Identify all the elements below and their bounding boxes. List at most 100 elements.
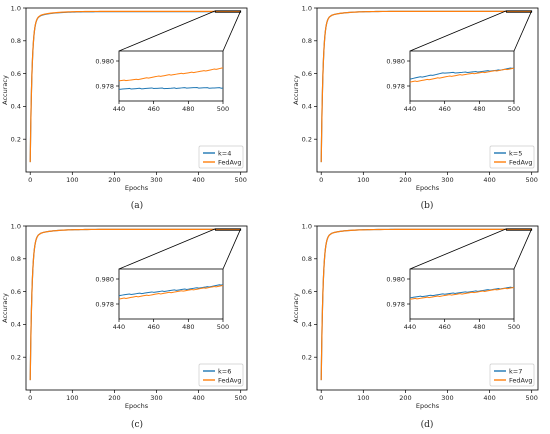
inset-x-tick-label: 480 xyxy=(473,323,485,331)
x-tick-label: 0 xyxy=(28,394,32,402)
inset-x-tick-label: 460 xyxy=(438,323,450,331)
inset-x-tick-label: 460 xyxy=(147,323,159,331)
axes-frame xyxy=(25,225,248,391)
inset-series-line-fedavg xyxy=(409,67,515,83)
x-tick-label: 400 xyxy=(483,394,495,402)
legend-label: FedAvg xyxy=(509,376,533,384)
legend-label: FedAvg xyxy=(218,376,242,384)
y-tick-label: 1.0 xyxy=(11,4,21,12)
series-line-fedavg xyxy=(29,228,241,381)
x-tick-label: 300 xyxy=(150,176,162,184)
x-tick-label: 300 xyxy=(441,176,453,184)
chart-panel-1: 0 100 200 300 400 500 0.2 0.4 0.6 0.8 1.0 Epochs Acc… xyxy=(1,4,248,211)
inset-x-tick-label: 500 xyxy=(508,323,520,331)
x-tick-label: 0 xyxy=(319,394,323,402)
inset-x-tick-label: 440 xyxy=(113,323,125,331)
inset-x-tick-label: 480 xyxy=(182,105,194,113)
y-axis-label: Accuracy xyxy=(292,75,300,105)
axes-frame xyxy=(25,7,248,173)
x-axis-label: Epochs xyxy=(125,184,149,192)
inset-y-tick-label: 0.980 xyxy=(95,57,114,65)
subfigure-caption: (c) xyxy=(131,419,143,430)
x-tick-label: 400 xyxy=(192,394,204,402)
inset-x-tick-label: 480 xyxy=(473,105,485,113)
y-tick-label: 0.8 xyxy=(302,255,312,263)
zoom-connector-line xyxy=(409,228,507,270)
inset-series-line-k-6 xyxy=(118,284,224,297)
x-tick-label: 0 xyxy=(28,176,32,184)
x-tick-label: 200 xyxy=(108,176,120,184)
inset-x-tick-label: 440 xyxy=(404,323,416,331)
x-axis-label: Epochs xyxy=(416,184,440,192)
inset-series-line-k-5 xyxy=(409,67,515,80)
y-tick-label: 0.6 xyxy=(302,288,312,296)
y-axis-label: Accuracy xyxy=(1,293,9,323)
zoom-connector-line xyxy=(513,228,533,270)
legend-label: k=7 xyxy=(509,367,522,375)
y-tick-label: 0.2 xyxy=(302,354,312,362)
inset-x-tick-label: 460 xyxy=(147,105,159,113)
y-tick-label: 0.4 xyxy=(302,103,312,111)
x-tick-label: 500 xyxy=(525,176,537,184)
x-tick-label: 100 xyxy=(357,176,369,184)
zoom-connector-line xyxy=(118,228,216,270)
y-tick-label: 0.8 xyxy=(302,37,312,45)
axes-frame xyxy=(316,7,539,173)
x-tick-label: 0 xyxy=(319,176,323,184)
zoom-connector-line xyxy=(513,10,533,52)
inset-y-tick-label: 0.978 xyxy=(386,300,405,308)
legend-label: FedAvg xyxy=(218,158,242,166)
chart-panel-4: 0 100 200 300 400 500 0.2 0.4 0.6 0.8 1.0 Epochs Acc… xyxy=(292,222,539,430)
inset-y-tick-label: 0.978 xyxy=(95,82,114,90)
y-tick-label: 1.0 xyxy=(302,222,312,230)
inset-x-tick-label: 480 xyxy=(182,323,194,331)
series-line-fedavg xyxy=(29,10,241,163)
inset-x-tick-label: 460 xyxy=(438,105,450,113)
inset-series-line-fedavg xyxy=(118,67,224,82)
zoom-connector-line xyxy=(118,10,216,52)
y-tick-label: 1.0 xyxy=(302,4,312,12)
y-tick-label: 1.0 xyxy=(11,222,21,230)
inset-x-tick-label: 500 xyxy=(508,105,520,113)
y-tick-label: 0.2 xyxy=(302,136,312,144)
zoom-connector-line xyxy=(222,10,242,52)
x-tick-label: 500 xyxy=(234,394,246,402)
y-tick-label: 0.4 xyxy=(11,321,21,329)
inset-x-tick-label: 500 xyxy=(217,323,229,331)
subfigure-caption: (b) xyxy=(421,200,434,211)
inset-x-tick-label: 500 xyxy=(217,105,229,113)
x-tick-label: 300 xyxy=(150,394,162,402)
x-tick-label: 400 xyxy=(483,176,495,184)
y-axis-label: Accuracy xyxy=(1,75,9,105)
zoom-connector-line xyxy=(409,10,507,52)
inset-y-tick-label: 0.978 xyxy=(386,82,405,90)
x-tick-label: 100 xyxy=(357,394,369,402)
series-line-fedavg xyxy=(320,10,532,163)
y-tick-label: 0.6 xyxy=(11,70,21,78)
inset-x-tick-label: 440 xyxy=(404,105,416,113)
x-tick-label: 400 xyxy=(192,176,204,184)
y-tick-label: 0.4 xyxy=(302,321,312,329)
x-tick-label: 100 xyxy=(66,176,78,184)
legend-label: k=6 xyxy=(218,367,231,375)
inset-y-tick-label: 0.978 xyxy=(95,300,114,308)
x-tick-label: 300 xyxy=(441,394,453,402)
x-tick-label: 200 xyxy=(399,176,411,184)
y-tick-label: 0.6 xyxy=(302,70,312,78)
y-axis-label: Accuracy xyxy=(292,293,300,323)
x-axis-label: Epochs xyxy=(125,402,149,410)
inset-series-line-fedavg xyxy=(409,287,515,300)
inset-y-tick-label: 0.980 xyxy=(386,57,405,65)
y-tick-label: 0.4 xyxy=(11,103,21,111)
inset-y-tick-label: 0.980 xyxy=(386,275,405,283)
chart-panel-3: 0 100 200 300 400 500 0.2 0.4 0.6 0.8 1.0 Epochs Acc… xyxy=(1,222,248,430)
y-tick-label: 0.6 xyxy=(11,288,21,296)
y-tick-label: 0.8 xyxy=(11,255,21,263)
x-axis-label: Epochs xyxy=(416,402,440,410)
zoom-connector-line xyxy=(222,228,242,270)
x-tick-label: 100 xyxy=(66,394,78,402)
